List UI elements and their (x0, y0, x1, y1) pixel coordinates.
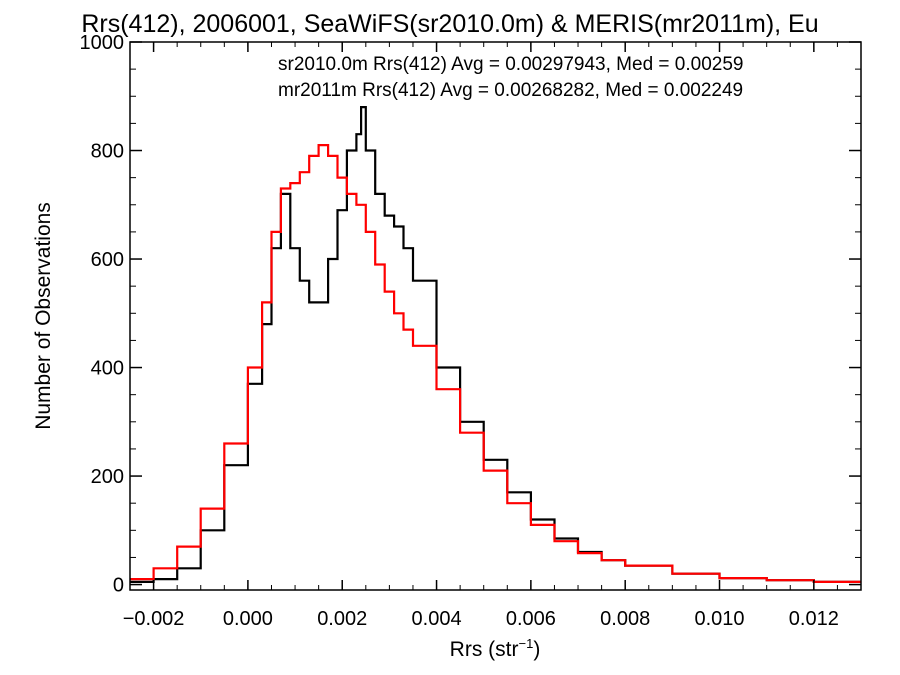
plot-frame (129, 41, 862, 591)
x-tick-label: 0.012 (789, 608, 839, 630)
x-tick-label: 0.004 (412, 608, 462, 630)
series-line-sr2010.0m (130, 106, 861, 583)
y-tick-label: 200 (91, 466, 124, 488)
x-axis-label: Rrs (str−1) (450, 636, 541, 661)
x-tick-label: 0.006 (506, 608, 556, 630)
y-axis: 0 200 400 600 800 1000 (80, 32, 861, 597)
y-tick-label: 600 (91, 249, 124, 271)
chart-title: Rrs(412), 2006001, SeaWiFS(sr2010.0m) & … (81, 10, 818, 38)
x-axis-label-end: ) (533, 638, 540, 661)
x-tick-label: 0.002 (317, 608, 367, 630)
y-tick-label: 1000 (80, 32, 125, 54)
x-tick-label: −0.002 (123, 608, 185, 630)
series-layer (130, 106, 861, 583)
x-axis: −0.002 0.000 0.002 0.004 0.006 0.008 0.010 0.01… (123, 42, 862, 630)
x-tick-label: 0.010 (694, 608, 744, 630)
x-tick-label: 0.008 (600, 608, 650, 630)
legend-entry-black: sr2010.0m Rrs(412) Avg = 0.00297943, Med… (278, 54, 743, 75)
y-axis-label: Number of Observations (32, 202, 55, 430)
y-tick-label: 800 (91, 141, 124, 163)
series-line-mr2011m (130, 144, 861, 583)
x-tick-label: 0.000 (223, 608, 273, 630)
y-tick-label: 0 (113, 575, 124, 597)
x-axis-label-main: Rrs (str (450, 638, 519, 661)
legend-entry-red: mr2011m Rrs(412) Avg = 0.00268282, Med =… (278, 80, 743, 101)
y-tick-label: 400 (91, 358, 124, 380)
x-axis-label-sup: −1 (519, 636, 534, 651)
